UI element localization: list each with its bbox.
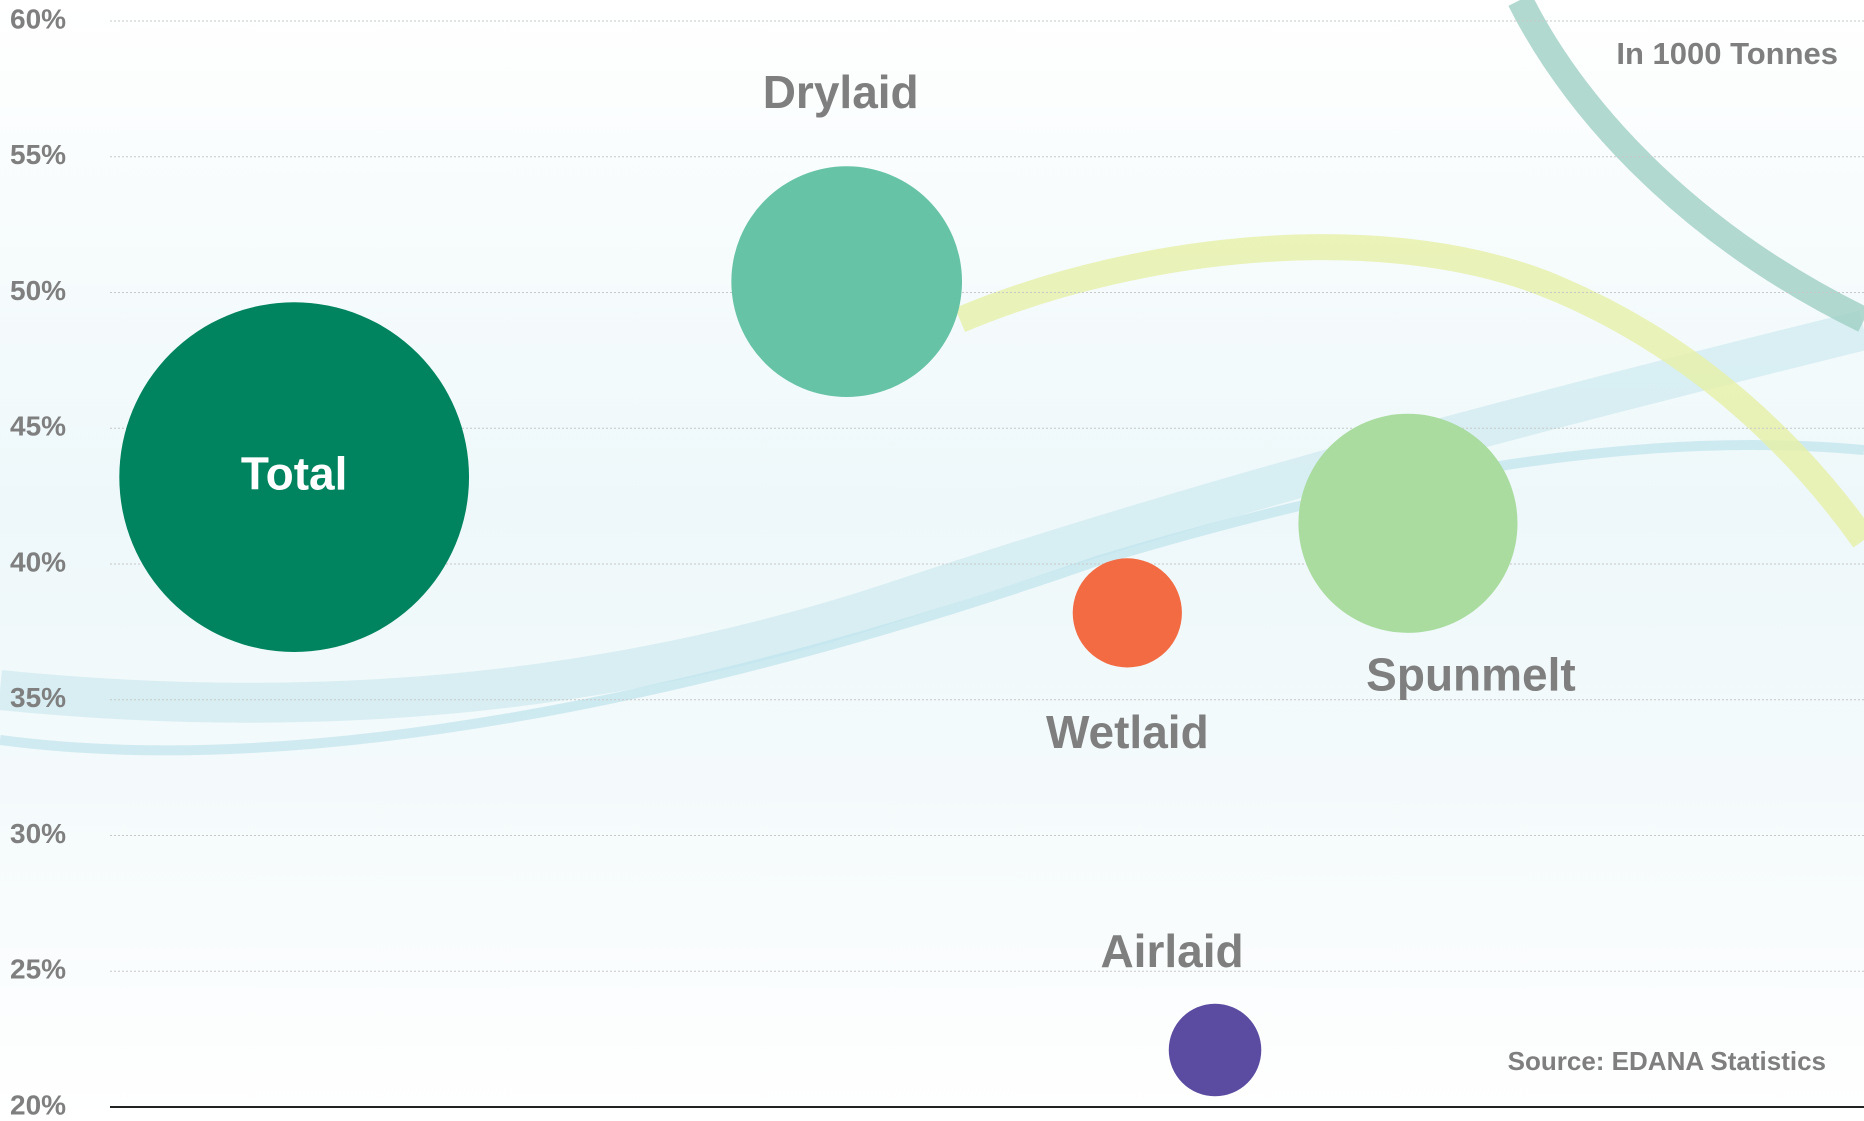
y-tick-label: 30% [10, 818, 66, 849]
bubble [1072, 558, 1182, 668]
y-tick-label: 25% [10, 954, 66, 985]
y-tick-label: 55% [10, 139, 66, 170]
bubble-label: Spunmelt [1366, 648, 1576, 700]
bubble [1168, 1003, 1262, 1097]
bubble [119, 302, 470, 652]
y-tick-label: 50% [10, 275, 66, 306]
bubble-label: Airlaid [1100, 925, 1243, 977]
bubble-label: Total [241, 447, 347, 499]
bubble [731, 166, 963, 397]
y-tick-label: 40% [10, 546, 66, 577]
source-note: Source: EDANA Statistics [1508, 1046, 1826, 1076]
bubble-label: Drylaid [763, 66, 919, 118]
unit-note: In 1000 Tonnes [1616, 36, 1838, 71]
y-tick-label: 45% [10, 411, 66, 442]
bubble-label: Wetlaid [1046, 706, 1209, 758]
y-tick-label: 20% [10, 1089, 66, 1120]
y-tick-label: 35% [10, 682, 66, 713]
bubble [1298, 413, 1518, 633]
y-tick-label: 60% [10, 3, 66, 34]
